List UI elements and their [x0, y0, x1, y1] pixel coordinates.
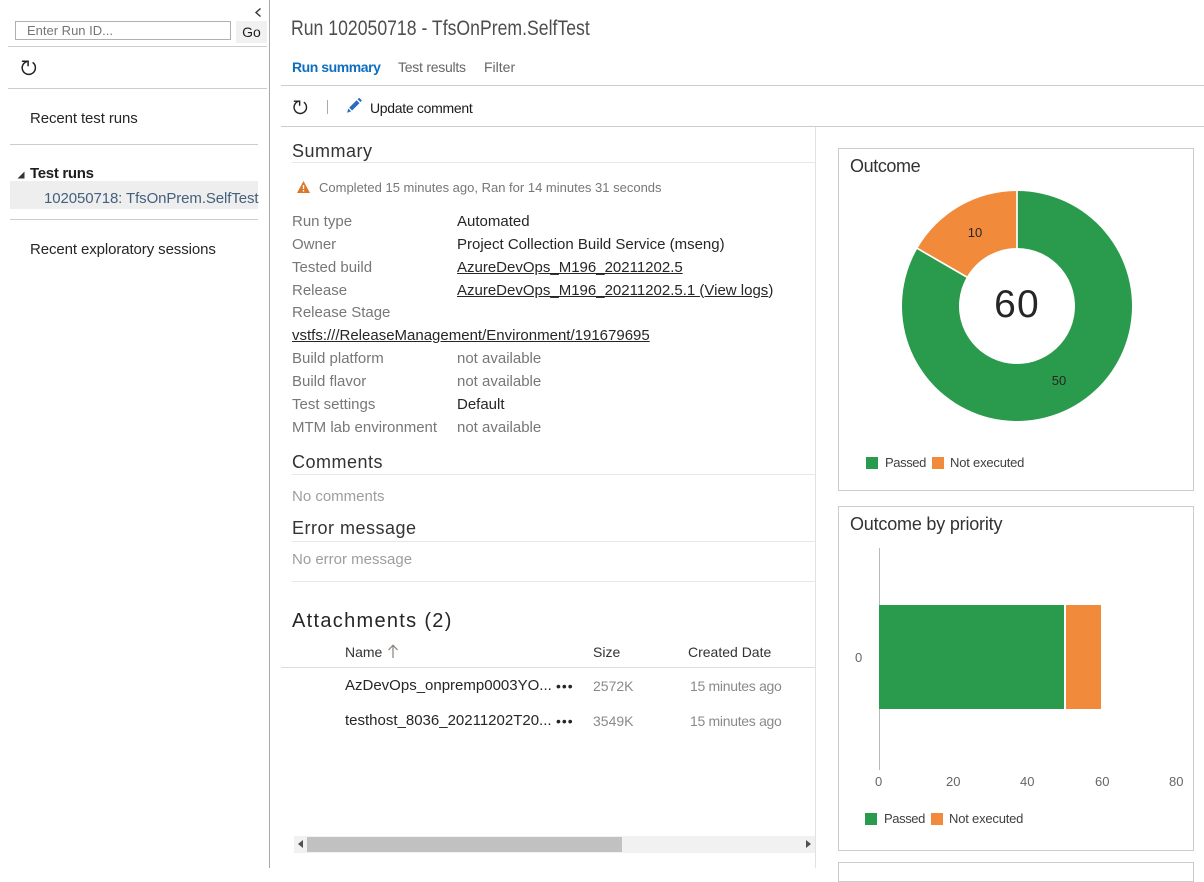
svg-text:10: 10 [968, 225, 982, 240]
svg-text:50: 50 [1052, 373, 1066, 388]
svg-text:60: 60 [994, 283, 1040, 326]
